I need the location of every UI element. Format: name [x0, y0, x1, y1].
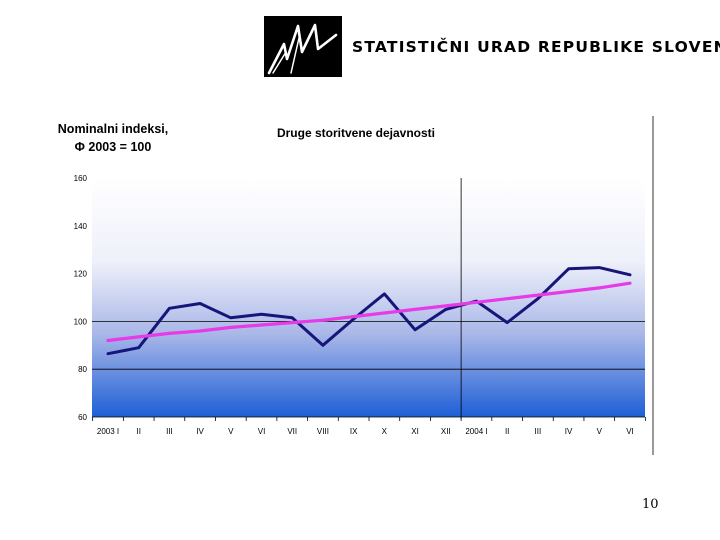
- y-axis-title: Nominalni indeksi, Φ 2003 = 100: [48, 120, 178, 156]
- chart-title: Druge storitvene dejavnosti: [276, 126, 436, 140]
- surs-logo-icon: [264, 16, 342, 77]
- trend-point: [168, 332, 171, 335]
- index-point: [229, 316, 233, 320]
- x-tick-label: IX: [350, 427, 358, 436]
- trend-point: [352, 315, 355, 318]
- x-tick-label: V: [228, 427, 234, 436]
- trend-point: [628, 281, 632, 285]
- org-name: STATISTIČNI URAD REPUBLIKE SLOVENIJE: [352, 38, 720, 56]
- x-tick-label: VIII: [317, 427, 329, 436]
- trend-point: [383, 311, 386, 315]
- index-point: [567, 267, 570, 271]
- y-tick-label: 60: [78, 413, 87, 422]
- y-tick-label: 100: [74, 317, 88, 326]
- trend-point: [444, 304, 447, 308]
- plot-background: [92, 178, 645, 417]
- y-tick-label: 120: [74, 270, 88, 279]
- x-tick-label: IV: [565, 427, 573, 436]
- y-axis-title-line2: Φ 2003 = 100: [74, 140, 152, 154]
- trend-point: [536, 293, 540, 297]
- x-tick-label: VI: [626, 427, 634, 436]
- index-point: [168, 307, 171, 310]
- x-tick-label: II: [505, 427, 509, 436]
- index-point: [505, 321, 509, 324]
- trend-point: [137, 335, 140, 339]
- trend-point: [291, 321, 294, 324]
- trend-point: [260, 323, 263, 327]
- trend-point: [321, 319, 325, 322]
- x-tick-label: XII: [441, 427, 451, 436]
- index-point: [260, 313, 263, 316]
- x-tick-label: VII: [287, 427, 297, 436]
- index-point: [106, 352, 110, 355]
- x-tick-label: V: [597, 427, 603, 436]
- x-tick-label: IV: [196, 427, 204, 436]
- x-tick-label: III: [166, 427, 173, 436]
- index-point: [291, 316, 294, 320]
- x-tick-label: XI: [411, 427, 419, 436]
- trend-point: [475, 301, 478, 304]
- trend-point: [598, 286, 601, 290]
- index-point: [383, 292, 386, 296]
- x-tick-label: 2004 I: [465, 427, 487, 436]
- x-tick-label: III: [535, 427, 542, 436]
- trend-point: [567, 290, 570, 293]
- y-tick-label: 140: [74, 222, 88, 231]
- index-point: [352, 317, 355, 321]
- x-tick-label: 2003 I: [97, 427, 119, 436]
- trend-point: [198, 329, 202, 333]
- trend-point: [106, 339, 110, 342]
- trend-point: [229, 326, 233, 329]
- y-tick-label: 80: [78, 365, 87, 374]
- index-point: [536, 297, 540, 300]
- trend-point: [505, 297, 509, 300]
- x-tick-label: II: [136, 427, 140, 436]
- trend-point: [413, 308, 417, 311]
- index-point: [444, 308, 447, 311]
- index-point: [321, 344, 325, 347]
- page-number: 10: [642, 497, 659, 512]
- x-tick-label: VI: [258, 427, 266, 436]
- index-point: [598, 266, 601, 269]
- index-point: [628, 273, 632, 276]
- x-tick-label: X: [382, 427, 388, 436]
- index-point: [137, 346, 140, 349]
- trend-line: [106, 281, 632, 343]
- index-point: [198, 302, 202, 305]
- y-tick-label: 160: [74, 174, 88, 183]
- y-axis-title-line1: Nominalni indeksi,: [57, 122, 169, 136]
- index-point: [413, 328, 417, 331]
